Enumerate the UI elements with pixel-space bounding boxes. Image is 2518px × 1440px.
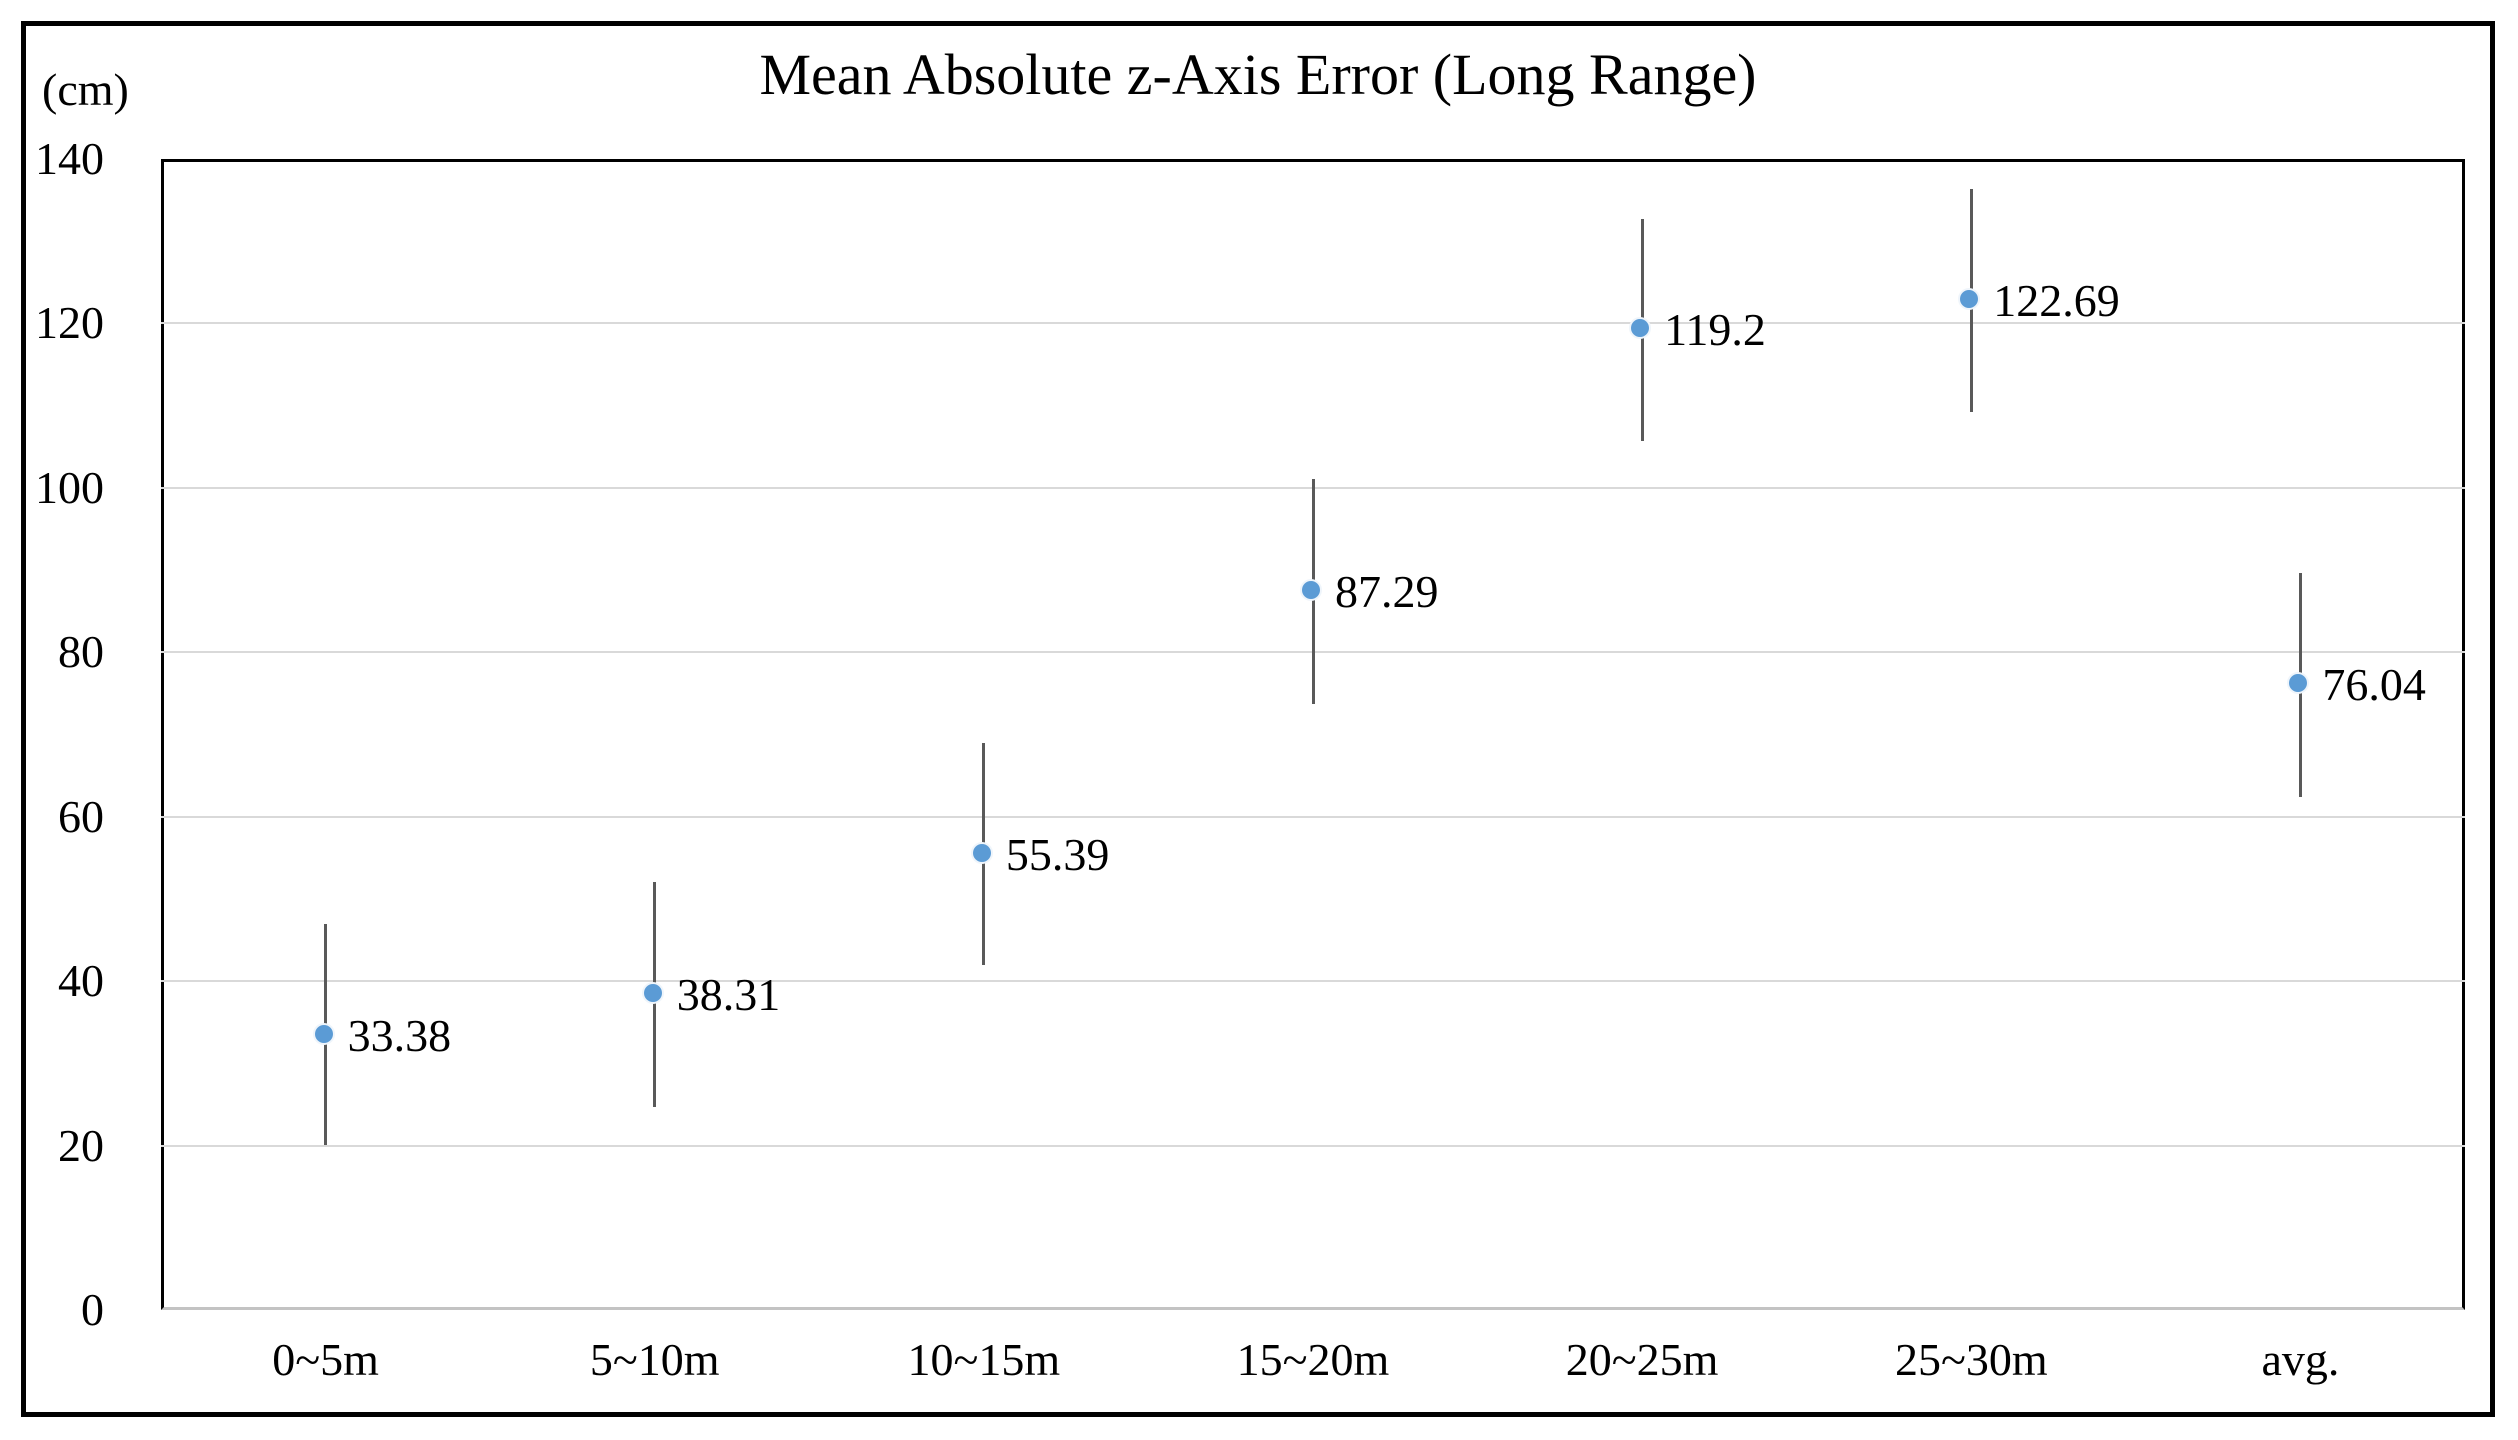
gridline: [161, 1144, 2465, 1147]
y-tick-label: 120: [35, 297, 104, 349]
y-tick-label: 60: [58, 790, 104, 842]
gridline: [161, 980, 2465, 983]
data-point-label: 119.2: [1664, 304, 1766, 355]
x-tick-label: avg.: [2261, 1334, 2340, 1385]
gridline: [161, 322, 2465, 325]
data-point-marker: [312, 1022, 335, 1045]
data-point-marker: [1958, 288, 1981, 311]
data-point-label: 55.39: [1005, 828, 1110, 880]
y-tick-label: 80: [58, 626, 104, 678]
x-tick-label: 20~25m: [1565, 1334, 1719, 1385]
data-point-marker: [1629, 317, 1652, 339]
x-tick-label: 15~20m: [1236, 1334, 1390, 1385]
data-point-label: 38.31: [676, 969, 781, 1021]
data-point-label: 33.38: [347, 1009, 452, 1061]
chart-title: Mean Absolute z-Axis Error (Long Range): [759, 42, 1757, 107]
gridline: [161, 815, 2465, 818]
x-tick-label: 5~10m: [589, 1334, 720, 1385]
y-tick-label: 40: [58, 955, 104, 1007]
y-tick-label: 20: [58, 1119, 104, 1171]
data-point-marker: [1300, 579, 1322, 602]
data-point-label: 87.29: [1335, 566, 1439, 618]
y-tick-label: 100: [35, 461, 104, 513]
data-point-marker: [641, 982, 664, 1005]
y-tick-label: 0: [81, 1284, 104, 1335]
y-axis-unit-label: (cm): [42, 64, 129, 115]
data-point-label: 122.69: [1993, 275, 2120, 327]
data-point-marker: [2287, 671, 2310, 694]
x-tick-label: 10~15m: [907, 1334, 1061, 1385]
x-tick-label: 25~30m: [1894, 1334, 2048, 1385]
x-tick-label: 0~5m: [272, 1334, 379, 1385]
data-point-label: 76.04: [2322, 658, 2426, 710]
y-tick-label: 140: [35, 133, 104, 184]
data-point-marker: [970, 841, 993, 864]
plot-area: [161, 159, 2465, 1310]
